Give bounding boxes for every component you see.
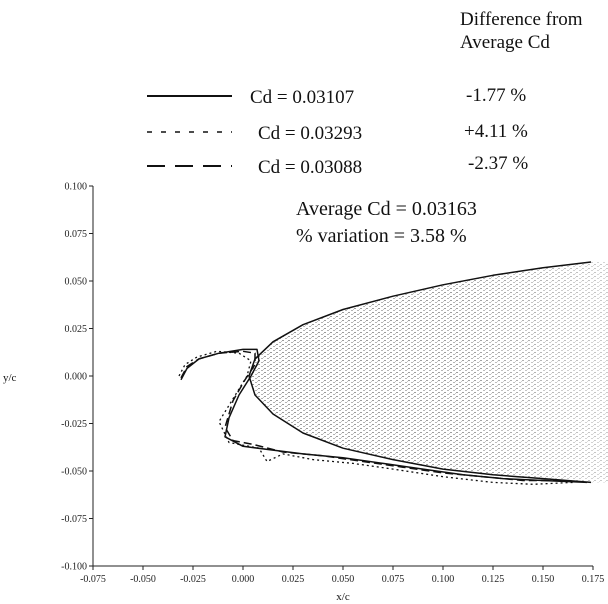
legend-entry-2-difference: +4.11 % bbox=[464, 121, 528, 142]
legend-entry-3-difference: -2.37 % bbox=[468, 153, 528, 174]
y-tick-label: -0.050 bbox=[61, 467, 87, 478]
x-axis-label: x/c bbox=[336, 591, 350, 603]
x-tick-label: 0.150 bbox=[532, 574, 555, 585]
x-tick-label: -0.050 bbox=[130, 574, 156, 585]
y-tick-label: 0.075 bbox=[65, 229, 88, 240]
legend-entry-3-label: Cd = 0.03088 bbox=[258, 157, 362, 178]
x-tick-label: 0.000 bbox=[232, 574, 255, 585]
y-tick-label: -0.100 bbox=[61, 562, 87, 573]
x-tick-label: 0.125 bbox=[482, 574, 505, 585]
x-tick-label: 0.100 bbox=[432, 574, 455, 585]
legend-header-line2: Average Cd bbox=[460, 32, 550, 53]
y-axis-label: y/c bbox=[3, 372, 17, 384]
series-outline-line bbox=[248, 261, 592, 484]
legend-entry-1-label: Cd = 0.03107 bbox=[250, 87, 354, 108]
legend: Cd = 0.03107 -1.77 % Cd = 0.03293 +4.11 … bbox=[147, 85, 528, 178]
x-tick-label: 0.050 bbox=[332, 574, 355, 585]
y-tick-label: 0.050 bbox=[65, 277, 88, 288]
series-dashed-line bbox=[180, 350, 563, 482]
y-tick-label: 0.000 bbox=[65, 372, 88, 383]
x-tick-label: 0.175 bbox=[582, 574, 605, 585]
y-tick-label: -0.025 bbox=[61, 419, 87, 430]
y-tick-label: 0.025 bbox=[65, 324, 88, 335]
shaded-region-fade bbox=[249, 262, 608, 483]
annotation-average: Average Cd = 0.03163 bbox=[296, 198, 477, 220]
ticks: -0.100-0.075-0.050-0.0250.0000.0250.0500… bbox=[61, 182, 604, 586]
y-tick-label: 0.100 bbox=[65, 182, 88, 193]
x-tick-label: -0.025 bbox=[180, 574, 206, 585]
x-tick-label: -0.075 bbox=[80, 574, 106, 585]
annotation-variation: % variation = 3.58 % bbox=[296, 225, 467, 247]
series-dotted-line bbox=[178, 350, 574, 485]
legend-header-line1: Difference from bbox=[460, 9, 583, 30]
series-layer bbox=[178, 261, 592, 485]
shaded-region bbox=[249, 262, 608, 483]
legend-entry-1-difference: -1.77 % bbox=[466, 85, 526, 106]
legend-entry-2-label: Cd = 0.03293 bbox=[258, 123, 362, 144]
y-tick-label: -0.075 bbox=[61, 514, 87, 525]
x-tick-label: 0.075 bbox=[382, 574, 405, 585]
x-tick-label: 0.025 bbox=[282, 574, 305, 585]
